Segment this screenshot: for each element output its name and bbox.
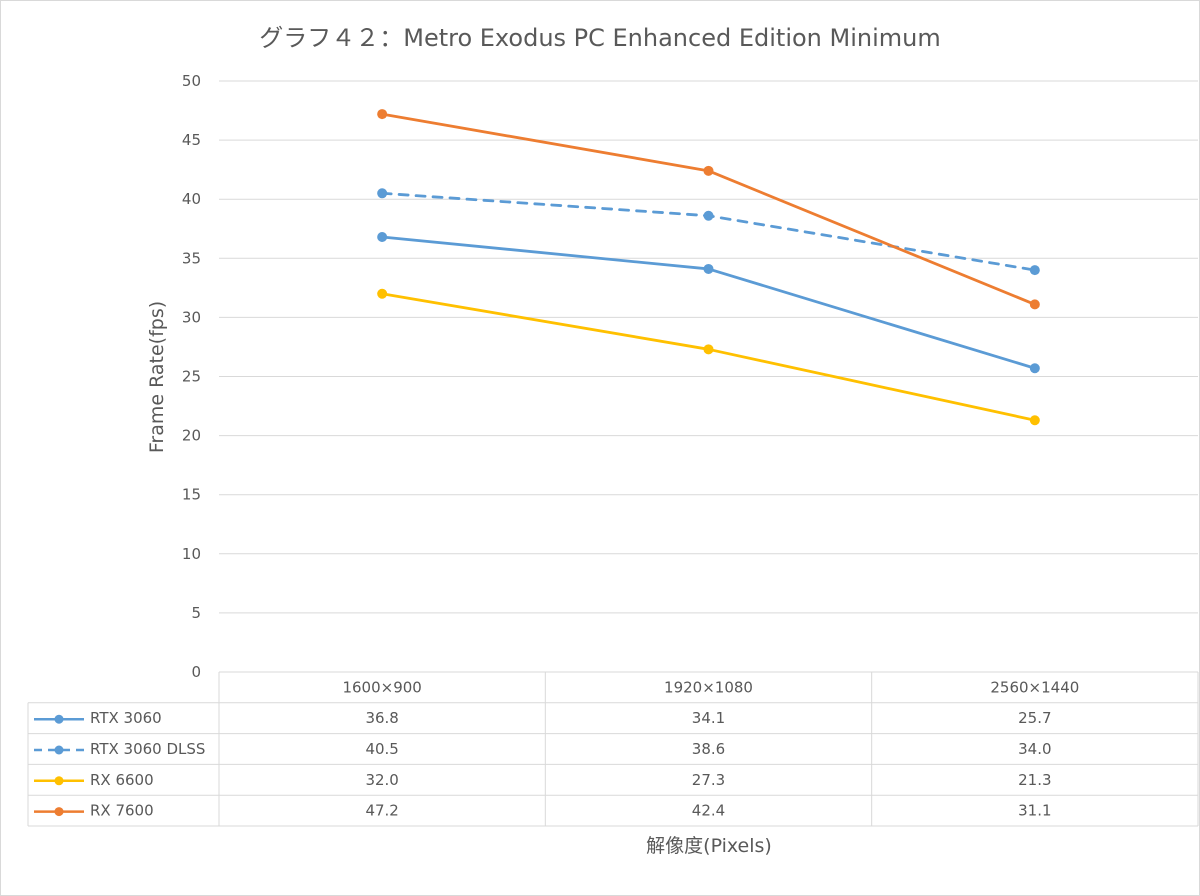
series-group xyxy=(377,109,1040,310)
data-label: 25.7 xyxy=(1018,709,1051,727)
data-point xyxy=(1029,415,1040,426)
data-label: 38.6 xyxy=(692,740,725,758)
data-point xyxy=(703,210,714,221)
legend-label: RTX 3060 DLSS xyxy=(90,740,205,758)
series-group xyxy=(377,188,1040,276)
data-label: 27.3 xyxy=(692,771,725,789)
y-tick-label: 30 xyxy=(182,308,201,326)
data-label: 40.5 xyxy=(365,740,398,758)
y-axis-title: Frame Rate(fps) xyxy=(146,301,168,453)
legend-key-marker xyxy=(54,745,64,755)
y-tick-label: 20 xyxy=(182,427,201,445)
legend-label: RTX 3060 xyxy=(90,709,162,727)
data-table: 1600×900 1920×1080 2560×1440 RTX 3060 36.8 34… xyxy=(27,671,1199,827)
x-category-label: 1600×900 xyxy=(342,678,421,696)
y-axis-ticks: 0 5 10 15 20 25 30 35 40 45 50 xyxy=(182,72,201,681)
chart-title: グラフ４２：Metro Exodus PC Enhanced Edition M… xyxy=(259,24,941,52)
data-point xyxy=(1029,265,1040,276)
y-tick-label: 5 xyxy=(191,604,201,622)
data-point xyxy=(1029,299,1040,310)
data-point xyxy=(703,263,714,274)
legend-key-marker xyxy=(54,776,64,786)
x-axis-title: 解像度(Pixels) xyxy=(646,835,772,857)
y-tick-label: 35 xyxy=(182,249,201,267)
y-tick-label: 25 xyxy=(182,368,201,386)
data-label: 47.2 xyxy=(365,802,398,820)
y-tick-label: 15 xyxy=(182,486,201,504)
data-point xyxy=(377,288,388,299)
data-label: 32.0 xyxy=(365,771,398,789)
x-category-label: 2560×1440 xyxy=(990,678,1079,696)
legend-key-marker xyxy=(54,807,64,817)
data-label: 36.8 xyxy=(365,709,398,727)
y-tick-label: 40 xyxy=(182,190,201,208)
data-label: 21.3 xyxy=(1018,771,1051,789)
x-category-label: 1920×1080 xyxy=(664,678,753,696)
data-label: 34.1 xyxy=(692,709,725,727)
data-point xyxy=(377,232,388,243)
data-point xyxy=(703,344,714,355)
legend-key-marker xyxy=(54,714,64,724)
grid-lines xyxy=(219,80,1198,614)
y-tick-label: 0 xyxy=(191,663,201,681)
data-point xyxy=(377,109,388,120)
y-tick-label: 45 xyxy=(182,131,201,149)
data-point xyxy=(1029,363,1040,374)
y-tick-label: 10 xyxy=(182,545,201,563)
legend-label: RX 6600 xyxy=(90,771,154,789)
data-point xyxy=(377,188,388,199)
series-group xyxy=(377,232,1040,374)
data-point xyxy=(703,165,714,176)
data-label: 34.0 xyxy=(1018,740,1051,758)
legend-label: RX 7600 xyxy=(90,802,154,820)
series-group xyxy=(377,288,1040,426)
y-tick-label: 50 xyxy=(182,72,201,90)
data-label: 31.1 xyxy=(1018,802,1051,820)
data-label: 42.4 xyxy=(692,802,725,820)
series-lines xyxy=(377,109,1040,426)
